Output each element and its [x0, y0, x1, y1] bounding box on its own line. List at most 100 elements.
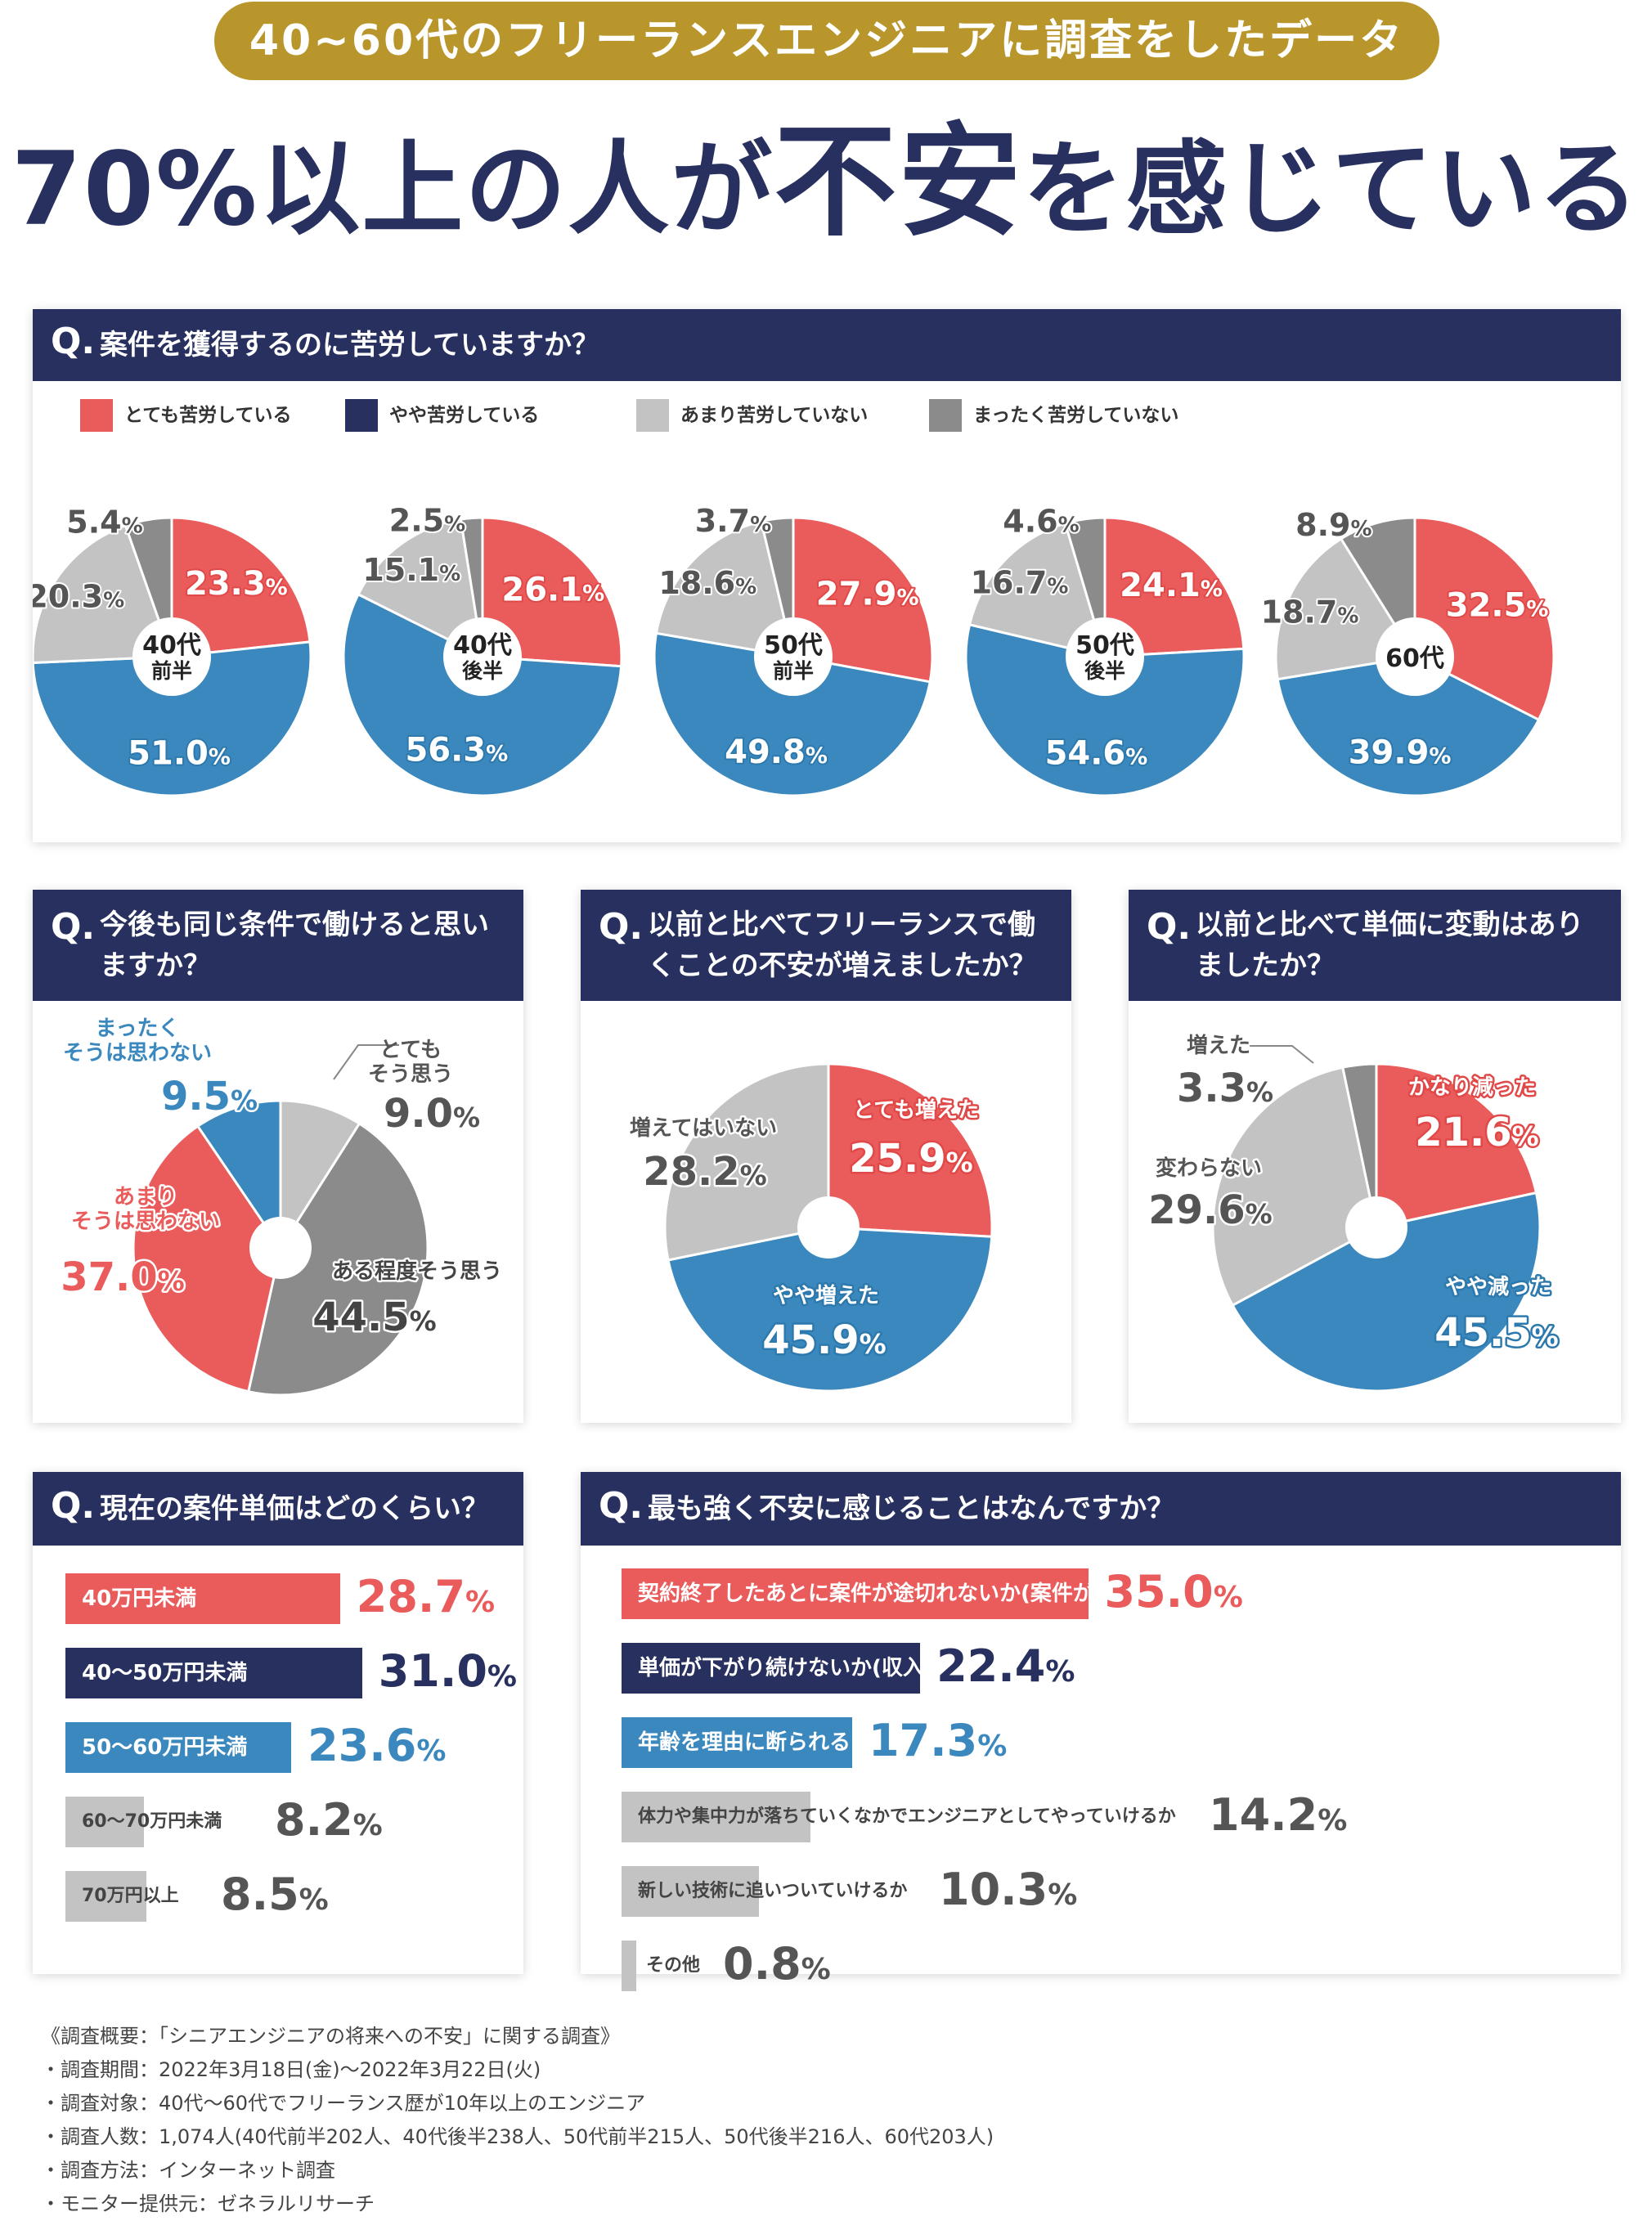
q-mark: Q. [51, 906, 96, 948]
percent-label: 32.5% [1446, 586, 1549, 624]
pie-center-label: 60代 [1385, 644, 1444, 673]
q5-title: 現在の案件単価はどのくらい？ [100, 1492, 489, 1525]
headline: 70%以上の人が不安を感じている [0, 113, 1652, 252]
slice-label: とても増えた [853, 1098, 979, 1123]
percent-label: 51.0% [128, 735, 231, 773]
pie-slice [195, 1099, 282, 1252]
slice-label: そう思う [368, 1062, 453, 1087]
percent-label: 56.3% [405, 732, 508, 769]
bar [65, 1722, 292, 1773]
pie-center [1066, 617, 1144, 696]
pie-slice [663, 1062, 830, 1262]
pie-slice [33, 523, 174, 664]
leader-line [333, 1044, 399, 1080]
pie-slice [1413, 516, 1555, 722]
pie-slice [1341, 1062, 1378, 1228]
percent-label: 39.9% [1349, 734, 1452, 772]
pie-center [132, 617, 211, 696]
legend-label: やや苦労している [389, 405, 540, 426]
pie-slice [279, 1099, 361, 1253]
q-mark: Q. [1147, 906, 1192, 948]
percent-label: 25.9% [849, 1136, 973, 1182]
pie-slice [459, 516, 484, 657]
pie-slice [792, 516, 934, 684]
slice-label: そうは思わない [63, 1041, 212, 1066]
bar [65, 1797, 144, 1847]
legend-label: まったく苦労していない [973, 405, 1179, 426]
q3-pie-chart: とても増えた 25.9% やや増えた 45.9% 増えてはいない 28.2% [627, 1062, 994, 1393]
bar [622, 1717, 852, 1768]
percent-label: 44.5% [312, 1294, 437, 1340]
pie-center [754, 617, 833, 696]
percent-label: 18.7% [1261, 595, 1359, 630]
legend-swatch [636, 399, 669, 432]
pie-center [1376, 617, 1454, 696]
bar [622, 1792, 811, 1842]
percent-label: 16.7% [971, 565, 1069, 601]
percent-label: 37.0% [61, 1254, 185, 1300]
survey-line: 《調査概要：「シニアエンジニアの将来への不安」に関する調査》 [41, 2025, 620, 2048]
slice-label: 変わらない [1156, 1155, 1262, 1181]
pie-slice [123, 516, 173, 657]
percent-label: 24.1% [1120, 567, 1223, 604]
pie-slice [1375, 1062, 1538, 1229]
q2-title: 今後も同じ条件で働けると思いますか？ [100, 909, 489, 982]
q3-title: 以前と比べてフリーランスで働くことの不安が増えましたか？ [648, 909, 1037, 982]
q3-card: Q. 以前と比べてフリーランスで働くことの不安が増えましたか？ とても増えた 25… [581, 890, 1071, 1423]
q1-pie-charts: 40代前半 23.3% 51.0% 20.3% 5.4% 40代後半 26.1% 56.3% 1… [33, 500, 1555, 797]
percent-label: 9.0% [384, 1091, 480, 1137]
pie-center-label: 後半 [462, 659, 503, 683]
q-mark: Q. [51, 321, 96, 362]
percent-label: 15.1% [362, 552, 460, 588]
q2-pie-chart: とてもそう思う9.0%ある程度そう思う44.5%あまりそうは思わない37.0%ま… [59, 1015, 505, 1397]
percent-label: 29.6% [1148, 1187, 1273, 1233]
percent-label: 45.9% [762, 1317, 887, 1363]
pie-slice [170, 516, 312, 658]
percent-label: 5.4% [66, 504, 142, 540]
pie-slice [246, 1121, 429, 1397]
legend-label: とても苦労している [124, 405, 292, 426]
q2-header: Q. 今後も同じ条件で働けると思いますか？ [33, 890, 523, 1001]
q6-card: Q. 最も強く不安に感じることはなんですか？ 契約終了したあとに案件が途切れない… [581, 1472, 1621, 1991]
q-mark: Q. [599, 1485, 644, 1527]
pie-center-label: 後半 [1084, 659, 1125, 683]
pie-center-label: 50代 [1075, 631, 1134, 660]
pie-slice [1274, 536, 1417, 681]
pie-slice [1339, 516, 1416, 662]
pie-center-label: 前半 [151, 659, 192, 683]
percent-label: 9.5% [161, 1074, 258, 1119]
percent-label: 45.5% [1434, 1310, 1559, 1356]
pie-slice [342, 592, 623, 797]
slice-label: かなり減った [1408, 1075, 1536, 1100]
q1-header: Q. 案件を獲得するのに苦労していますか？ [33, 309, 1621, 381]
headline-part: 70%以上の人が [11, 131, 774, 249]
legend-swatch [929, 399, 962, 432]
bar [622, 1643, 921, 1694]
pie-slice [667, 1226, 994, 1393]
q2-card: Q. 今後も同じ条件で働けると思いますか？ とても そう思う 9.0% ある程度そう思… [33, 890, 523, 1423]
slice-label: そうは思わない [71, 1209, 220, 1234]
bar [622, 1866, 759, 1917]
survey-notes: 《調査概要：「シニアエンジニアの将来への不安」に関する調査》 ・調査期間：202… [41, 2020, 994, 2221]
q-mark: Q. [599, 906, 644, 948]
pie-center [249, 1217, 312, 1279]
slice-label: まったく [96, 1016, 180, 1041]
pie-slice [967, 522, 1107, 659]
survey-line: ・モニター提供元：ゼネラルリサーチ [41, 2192, 375, 2215]
percent-label: 26.1% [501, 571, 604, 608]
pie-slice [132, 1124, 282, 1393]
legend-swatch [345, 399, 378, 432]
q4-header: Q. 以前と比べて単価に変動はありましたか？ [1129, 890, 1621, 1001]
slice-label: あまり [114, 1185, 177, 1209]
q5-header: Q. 現在の案件単価はどのくらい？ [33, 1472, 523, 1546]
legend-label: あまり苦労していない [680, 405, 869, 426]
headline-part: を感じている [1022, 131, 1641, 249]
percent-label: 20.3% [33, 578, 124, 614]
survey-line: ・調査人数：1,074人(40代前半202人、40代後半238人、50代前半21… [41, 2125, 994, 2148]
pie-slice [1211, 1066, 1378, 1308]
q6-header: Q. 最も強く不安に感じることはなんですか？ [581, 1472, 1621, 1546]
survey-line: ・調査対象：40代〜60代でフリーランス歴が10年以上のエンジニア [41, 2092, 646, 2115]
slice-label: 増えてはいない [630, 1116, 777, 1141]
percent-label: 3.7% [695, 503, 771, 539]
pie-slice [357, 518, 484, 659]
